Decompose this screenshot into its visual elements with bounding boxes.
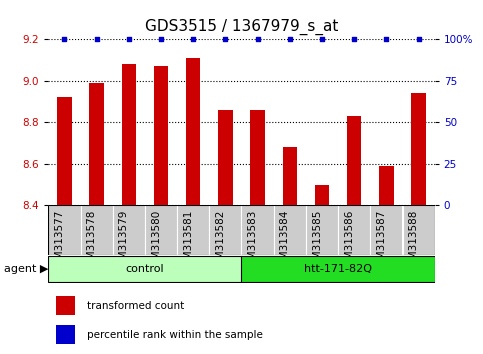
Bar — [412, 93, 426, 205]
Point — [125, 36, 133, 42]
Bar — [250, 110, 265, 205]
Point — [318, 36, 326, 42]
Bar — [242, 256, 435, 282]
Point — [415, 36, 423, 42]
Text: GSM313581: GSM313581 — [183, 209, 193, 273]
Point — [350, 36, 358, 42]
Text: GSM313577: GSM313577 — [55, 209, 64, 273]
Text: percentile rank within the sample: percentile rank within the sample — [87, 330, 263, 339]
Bar — [177, 205, 209, 255]
Text: GSM313587: GSM313587 — [376, 209, 386, 273]
Text: GSM313582: GSM313582 — [215, 209, 226, 273]
Bar — [56, 296, 75, 315]
Text: agent ▶: agent ▶ — [4, 264, 48, 274]
Bar — [315, 184, 329, 205]
Text: GSM313588: GSM313588 — [409, 209, 419, 273]
Bar — [113, 205, 145, 255]
Text: GSM313578: GSM313578 — [86, 209, 97, 273]
Text: htt-171-82Q: htt-171-82Q — [304, 264, 372, 274]
Bar — [57, 97, 71, 205]
Text: GSM313583: GSM313583 — [248, 209, 257, 273]
Text: GSM313579: GSM313579 — [119, 209, 129, 273]
Bar — [338, 205, 370, 255]
Bar — [274, 205, 306, 255]
Bar — [402, 205, 435, 255]
Bar — [145, 205, 177, 255]
Bar — [306, 205, 338, 255]
Bar — [154, 66, 168, 205]
Bar — [209, 205, 242, 255]
Text: GSM313584: GSM313584 — [280, 209, 290, 273]
Title: GDS3515 / 1367979_s_at: GDS3515 / 1367979_s_at — [145, 19, 338, 35]
Bar — [242, 205, 274, 255]
Bar — [347, 116, 361, 205]
Point — [286, 36, 294, 42]
Point — [93, 36, 100, 42]
Bar — [379, 166, 394, 205]
Bar — [370, 205, 402, 255]
Point — [157, 36, 165, 42]
Bar — [81, 205, 113, 255]
Bar — [186, 58, 200, 205]
Point — [189, 36, 197, 42]
Point — [222, 36, 229, 42]
Text: transformed count: transformed count — [87, 301, 184, 311]
Bar — [56, 325, 75, 344]
Text: GSM313580: GSM313580 — [151, 209, 161, 273]
Point — [60, 36, 68, 42]
Point — [383, 36, 390, 42]
Text: control: control — [126, 264, 164, 274]
Text: GSM313586: GSM313586 — [344, 209, 354, 273]
Bar — [218, 110, 233, 205]
Bar — [48, 256, 242, 282]
Bar — [283, 147, 297, 205]
Bar — [122, 64, 136, 205]
Bar — [48, 205, 81, 255]
Bar — [89, 82, 104, 205]
Text: GSM313585: GSM313585 — [312, 209, 322, 273]
Point — [254, 36, 261, 42]
